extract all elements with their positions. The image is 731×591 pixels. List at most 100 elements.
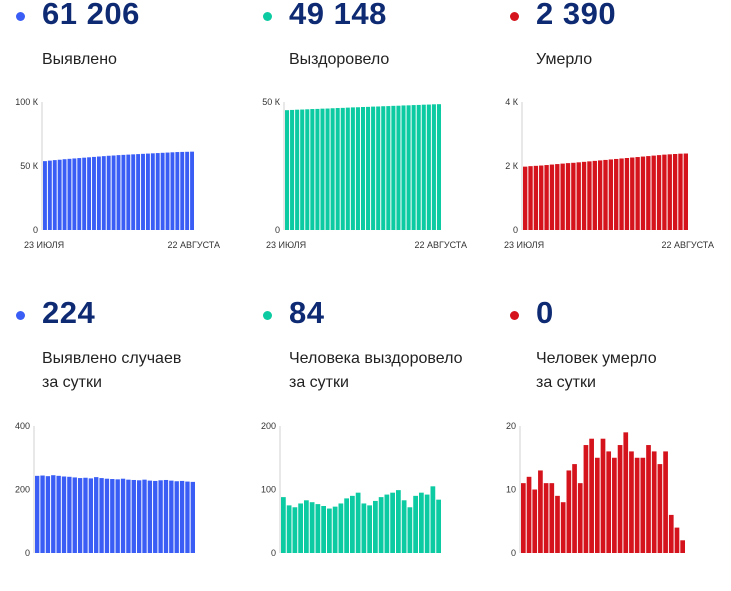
- bar: [646, 156, 651, 230]
- bar: [651, 451, 657, 553]
- y-tick-label: 0: [33, 225, 38, 235]
- bar: [539, 165, 544, 230]
- deaths-daily-label-line2: за сутки: [536, 374, 596, 391]
- bar: [606, 451, 612, 553]
- bar: [581, 161, 587, 230]
- bar: [305, 109, 310, 230]
- bar: [355, 492, 361, 553]
- bar: [99, 478, 104, 553]
- bar: [180, 151, 185, 230]
- bar: [411, 105, 416, 230]
- bar: [656, 155, 662, 230]
- y-tick-label: 0: [513, 225, 518, 235]
- bar: [416, 104, 421, 230]
- bar: [640, 156, 646, 230]
- bar: [629, 451, 634, 553]
- bullet-icon: [263, 12, 272, 21]
- deaths-daily-value: 0: [536, 295, 554, 330]
- bar: [549, 483, 555, 553]
- bar: [72, 158, 77, 230]
- bar: [40, 475, 45, 553]
- y-tick-label: 200: [15, 485, 30, 495]
- bar: [179, 480, 185, 553]
- bar: [376, 106, 381, 230]
- bar: [87, 157, 92, 230]
- bar: [332, 506, 338, 553]
- bar: [630, 157, 635, 230]
- bar: [678, 153, 683, 230]
- bar: [608, 159, 614, 230]
- bar: [528, 166, 533, 230]
- bar: [147, 480, 153, 553]
- bar: [592, 160, 597, 230]
- bar: [560, 502, 566, 553]
- bar: [290, 109, 295, 230]
- bar: [566, 470, 572, 553]
- bar: [300, 109, 305, 230]
- y-tick-label: 0: [271, 548, 276, 558]
- y-tick-label: 200: [261, 421, 276, 431]
- bar: [371, 106, 376, 230]
- bar: [101, 156, 106, 230]
- x-tick-label: 22 АВГУСТА: [167, 240, 220, 250]
- y-tick-label: 50 К: [262, 97, 281, 107]
- x-tick-label: 23 ИЮЛЯ: [266, 240, 306, 250]
- y-tick-label: 0: [511, 548, 516, 558]
- bar: [657, 464, 663, 553]
- bar: [120, 478, 126, 553]
- bar: [583, 445, 589, 553]
- bar: [116, 155, 121, 230]
- bar: [662, 154, 667, 230]
- bar: [612, 457, 617, 553]
- bar: [589, 438, 594, 553]
- bar: [163, 479, 169, 553]
- detected-daily-chart: 400 200 0: [15, 421, 195, 558]
- bar: [521, 483, 526, 553]
- detected-daily-label-line2: за сутки: [42, 374, 102, 391]
- detected-daily-label: Выявлено случаев: [42, 350, 182, 367]
- recovered-cumulative-chart: 50 К 0 23 ИЮЛЯ 22 АВГУСТА: [262, 97, 467, 250]
- bar: [141, 153, 145, 230]
- bar: [155, 153, 160, 230]
- x-tick-label: 23 ИЮЛЯ: [24, 240, 64, 250]
- bar: [572, 464, 577, 553]
- bar: [340, 107, 345, 230]
- bar: [396, 490, 401, 553]
- bar: [104, 478, 110, 553]
- y-tick-label: 4 К: [505, 97, 519, 107]
- bar: [587, 161, 592, 230]
- detected-total-value: 61 206: [42, 0, 140, 31]
- bar: [35, 475, 40, 553]
- bar: [327, 508, 332, 553]
- bar: [169, 480, 174, 553]
- bar: [96, 156, 101, 230]
- bar: [350, 107, 355, 230]
- y-tick-label: 50 К: [20, 161, 39, 171]
- bar: [131, 479, 136, 553]
- bar: [320, 108, 325, 230]
- bar: [304, 500, 309, 553]
- bar: [126, 479, 131, 553]
- y-tick-label: 400: [15, 421, 30, 431]
- bullet-icon: [16, 311, 25, 320]
- bar: [419, 492, 424, 553]
- bar: [315, 504, 321, 553]
- bar: [396, 105, 401, 230]
- bar: [680, 540, 685, 553]
- bar: [424, 494, 430, 553]
- bar: [310, 109, 315, 230]
- detected-daily-value: 224: [42, 295, 96, 330]
- bar: [190, 481, 195, 553]
- card-recovered-daily: 84 Человека выздоровело за сутки 200 100 0: [247, 290, 490, 570]
- bar: [170, 152, 175, 230]
- bar: [298, 503, 303, 553]
- bar: [391, 105, 396, 230]
- bar: [126, 154, 131, 230]
- y-tick-label: 10: [506, 485, 516, 495]
- recovered-daily-chart: 200 100 0: [261, 421, 441, 558]
- bar: [344, 498, 349, 553]
- bar: [360, 106, 366, 230]
- detected-label: Выявлено: [42, 51, 117, 68]
- bar: [52, 160, 57, 230]
- bar: [407, 507, 413, 553]
